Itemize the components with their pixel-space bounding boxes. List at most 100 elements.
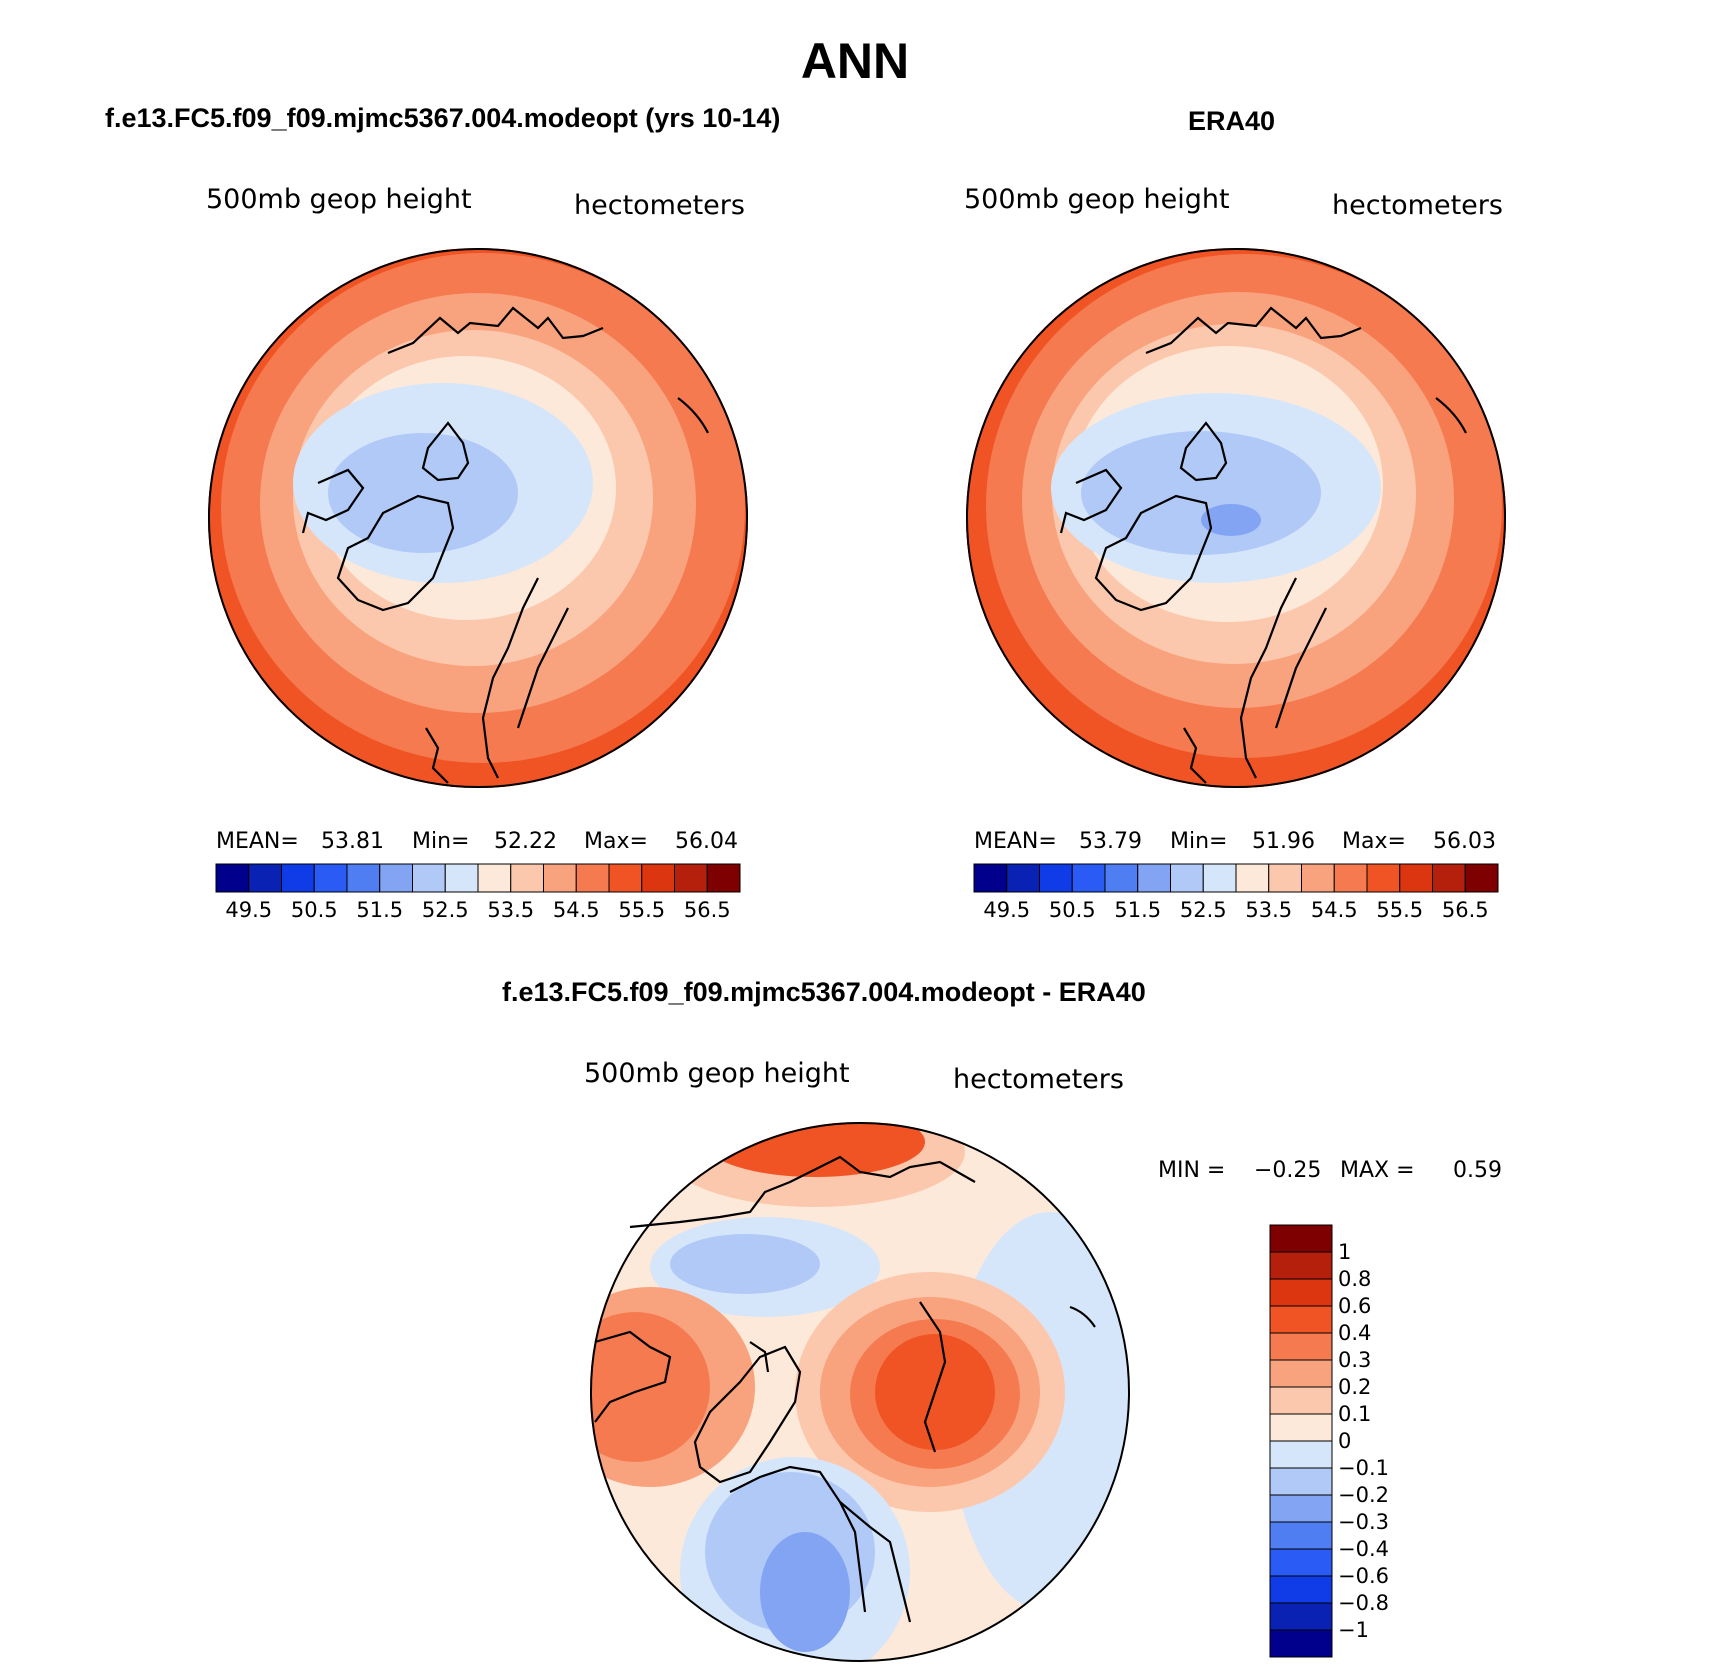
obs-colorbar [973,863,1499,893]
model-band-52 [328,433,518,553]
obs-max-value: 56.03 [1433,829,1496,854]
diff-colorbar-tick-label: 0 [1338,1429,1352,1453]
obs-coastlines [1059,306,1467,784]
model-colorbar [215,863,741,893]
model-mean-value: 53.81 [321,829,384,854]
model-max-value: 56.04 [675,829,738,854]
obs-colorbar-swatch [1039,863,1073,893]
diff-map-frame [590,1122,1130,1662]
model-colorbar-swatch [641,863,675,893]
diff-colorbar-swatch [1269,1332,1333,1361]
model-colorbar-swatch [575,863,610,893]
obs-colorbar-swatch [1432,863,1466,893]
diff-colorbar-swatch [1269,1629,1333,1658]
diff-colorbar-swatch [1269,1548,1333,1577]
diff-colorbar-swatch [1269,1602,1333,1631]
model-min-label: Min= [412,829,470,854]
diff-colorbar-tick-label: −0.1 [1338,1456,1389,1480]
obs-colorbar-tick-label: 55.5 [1376,898,1424,922]
diff-colorbar-tick-label: −1 [1338,1618,1369,1642]
model-colorbar-swatch [706,863,741,893]
diff-colorbar-tick-label: 0.1 [1338,1402,1372,1426]
model-colorbar-tick-label: 54.5 [552,898,600,922]
obs-variable-label: 500mb geop height [964,184,1230,215]
diff-max-label: MAX = [1340,1158,1415,1183]
model-units-label: hectometers [574,190,745,221]
diff-colorbar-swatch [1269,1359,1333,1388]
obs-colorbar-swatch [1006,863,1040,893]
diff-colorbar-tick-label: 0.8 [1338,1267,1372,1291]
obs-units-label: hectometers [1332,190,1503,221]
obs-colorbar-swatch [1202,863,1237,893]
diff-colorbar-tick-label: −0.6 [1338,1564,1389,1588]
diff-colorbar-swatch [1269,1386,1333,1415]
diff-colorbar-tick-label: −0.3 [1338,1510,1389,1534]
diff-colorbar-tick-label: −0.4 [1338,1537,1389,1561]
obs-map-frame [966,248,1506,788]
diff-colorbar-tick-label: 0.4 [1338,1321,1372,1345]
diff-colorbar-swatch [1269,1305,1333,1334]
obs-colorbar-swatch [1071,863,1106,893]
diff-panel-title: f.e13.FC5.f09_f09.mjmc5367.004.modeopt -… [502,977,1146,1007]
diff-units-label: hectometers [953,1064,1124,1095]
diff-north-max [705,1122,925,1177]
obs-max-label: Max= [1342,829,1406,854]
diff-colorbar-swatch [1269,1521,1333,1550]
diff-colorbar-swatch [1269,1494,1333,1523]
diff-west-core [590,1312,710,1462]
figure-title: ANN [800,33,910,89]
diff-colorbar-tick-label: 0.2 [1338,1375,1372,1399]
diff-colorbar-tick-label: 1 [1338,1240,1352,1264]
diff-colorbar-swatch [1269,1413,1333,1442]
obs-colorbar-swatch [1235,863,1270,893]
obs-mean-label: MEAN= [974,829,1057,854]
obs-panel-title: ERA40 [1188,106,1276,136]
model-colorbar-tick-label: 52.5 [421,898,469,922]
model-colorbar-swatch [608,863,643,893]
model-colorbar-swatch [510,863,544,893]
model-min-value: 52.22 [494,829,557,854]
obs-colorbar-swatch [1366,863,1401,893]
model-colorbar-swatch [412,863,446,893]
diff-upper-neg-core [670,1234,820,1294]
diff-variable-label: 500mb geop height [584,1058,850,1089]
obs-colorbar-tick-label: 53.5 [1245,898,1293,922]
obs-colorbar-tick-label: 54.5 [1310,898,1358,922]
model-variable-label: 500mb geop height [206,184,472,215]
obs-colorbar-swatch [1333,863,1368,893]
diff-max-value: 0.59 [1453,1158,1502,1183]
diff-colorbar-swatch [1269,1575,1333,1604]
obs-colorbar-tick-label: 51.5 [1114,898,1162,922]
model-colorbar-swatch [313,863,348,893]
model-colorbar-tick-label: 49.5 [225,898,273,922]
model-coastlines [301,306,709,784]
model-colorbar-swatch [379,863,413,893]
obs-colorbar-swatch [1399,863,1433,893]
diff-colorbar-swatch [1269,1467,1333,1496]
obs-colorbar-swatch [973,863,1008,893]
obs-colorbar-swatch [1170,863,1204,893]
diff-colorbar-swatch [1269,1440,1333,1469]
model-max-label: Max= [584,829,648,854]
model-panel-title: f.e13.FC5.f09_f09.mjmc5367.004.modeopt (… [105,103,781,133]
diff-colorbar-tick-label: −0.2 [1338,1483,1389,1507]
diff-colorbar-tick-label: 0.3 [1338,1348,1372,1372]
obs-colorbar-tick-label: 56.5 [1441,898,1489,922]
model-colorbar-tick-label: 56.5 [683,898,731,922]
obs-colorbar-swatch [1268,863,1302,893]
obs-min-value: 51.96 [1252,829,1315,854]
diff-colorbar-tick-label: −0.8 [1338,1591,1389,1615]
diff-south-neg-core [760,1532,850,1652]
obs-colorbar-swatch [1301,863,1335,893]
obs-min-label: Min= [1170,829,1228,854]
obs-band-52 [1081,431,1321,555]
diff-colorbar-tick-label: 0.6 [1338,1294,1372,1318]
model-colorbar-swatch [248,863,282,893]
model-colorbar-swatch [674,863,708,893]
diff-min-value: −0.25 [1254,1158,1322,1183]
obs-colorbar-swatch [1464,863,1499,893]
model-map-frame [208,248,748,788]
obs-polar-map [966,248,1506,788]
diff-min-label: MIN = [1158,1158,1226,1183]
diff-colorbar-swatch [1269,1278,1333,1307]
